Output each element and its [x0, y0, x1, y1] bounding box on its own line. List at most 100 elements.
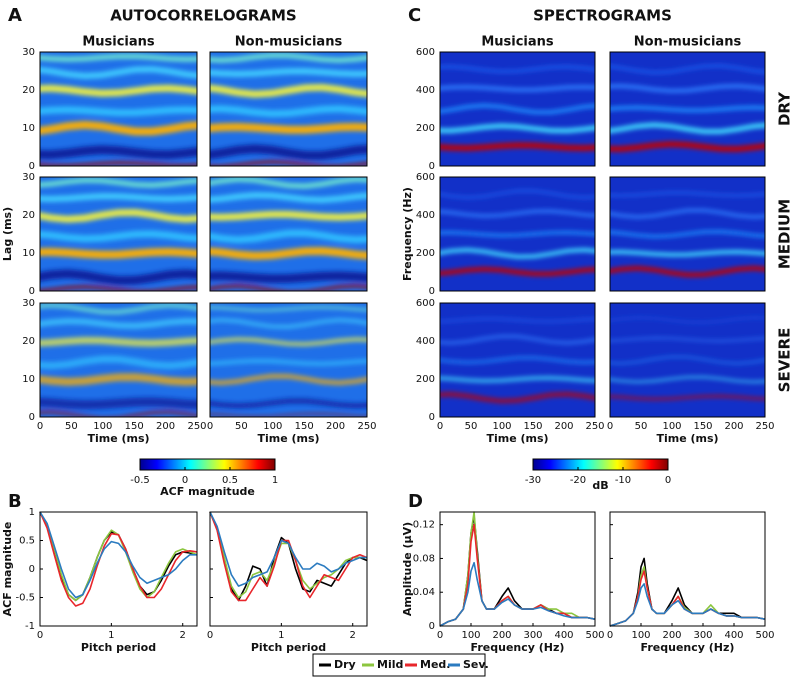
y-tick-label: 0 [429, 621, 435, 632]
y-tick-label: 0 [429, 286, 435, 297]
heatmap-band [440, 391, 595, 404]
x-tick-label: 150 [125, 421, 144, 432]
heatmap-band [210, 105, 367, 118]
heatmap-bands [440, 189, 595, 277]
heatmap-band [210, 122, 367, 134]
heatmap-frame [209, 302, 368, 418]
heatmap-band [210, 373, 367, 386]
heatmap-band [40, 397, 197, 410]
y-tick-label: 30 [22, 298, 35, 309]
y-tick-label: 1 [29, 507, 35, 518]
x-tick-label: 2 [350, 630, 356, 641]
legend-label: Mild [377, 658, 403, 671]
x-tick-label: 50 [465, 421, 478, 432]
heatmap-image [40, 303, 197, 417]
x-axis-label: Time (ms) [257, 432, 319, 445]
panel-title: SPECTROGRAMS [533, 7, 672, 25]
heatmap-frame [609, 302, 766, 418]
heatmap-image [210, 177, 367, 291]
x-tick-label: 150 [693, 421, 712, 432]
x-tick-label: 250 [755, 421, 774, 432]
heatmap-image [440, 177, 595, 291]
heatmap-frame [39, 176, 198, 292]
x-tick-label: 2 [180, 630, 186, 641]
heatmap-frame [39, 302, 198, 418]
heatmap-band [440, 356, 595, 365]
x-tick-label: 400 [554, 630, 573, 641]
heatmap-bands [40, 303, 197, 417]
x-axis-label: Time (ms) [486, 432, 548, 445]
x-axis-label: Frequency (Hz) [641, 641, 735, 654]
x-axis-label: Time (ms) [656, 432, 718, 445]
heatmap-band [210, 192, 367, 204]
heatmap-band [610, 249, 765, 257]
x-tick-label: 200 [156, 421, 175, 432]
heatmap-band [40, 120, 197, 136]
heatmap-band [40, 269, 197, 286]
heatmap-band [440, 123, 595, 134]
line-series [609, 557, 766, 627]
y-tick-label: 0 [429, 161, 435, 172]
x-tick-label: 200 [724, 421, 743, 432]
heatmap-band [440, 266, 595, 277]
x-tick-label: 100 [492, 421, 511, 432]
legend-label: Sev. [463, 658, 489, 671]
heatmap-frame [209, 51, 368, 167]
heatmap-band [40, 193, 197, 203]
row-label: MEDIUM [776, 199, 794, 269]
x-tick-label: 200 [326, 421, 345, 432]
heatmap-band [40, 177, 197, 188]
line-series [209, 511, 368, 602]
heatmap-band [40, 303, 197, 315]
panel-label: B [8, 491, 22, 512]
legend-box [312, 653, 486, 677]
heatmap-frame [439, 302, 596, 418]
heatmap-band [40, 247, 197, 259]
heatmap-image [610, 52, 765, 166]
panel-label: A [8, 5, 22, 26]
x-tick-label: 100 [461, 630, 480, 641]
x-tick-label: 500 [755, 630, 774, 641]
heatmap-band [40, 355, 197, 370]
heatmap-band [610, 122, 765, 134]
row-label: SEVERE [776, 328, 794, 393]
heatmap-band [210, 271, 367, 284]
heatmap-band [610, 375, 765, 384]
colorbar-tick-label: 0 [665, 475, 671, 486]
heatmap-band [210, 318, 367, 329]
x-axis-label: Pitch period [251, 641, 326, 654]
heatmap-band [40, 336, 197, 347]
x-tick-label: 0 [207, 421, 213, 432]
plot-frame [609, 511, 766, 627]
y-tick-label: 200 [416, 248, 435, 259]
y-tick-label: 600 [416, 47, 435, 58]
heatmap-bands [610, 64, 765, 153]
colorbar-tick-label: -20 [570, 475, 586, 486]
legend-label: Dry [334, 658, 356, 671]
line-series [439, 561, 596, 627]
plot-frame [209, 511, 368, 627]
y-tick-label: 20 [22, 85, 35, 96]
x-tick-label: 400 [724, 630, 743, 641]
heatmap-band [210, 52, 367, 63]
y-tick-label: 10 [22, 374, 35, 385]
heatmap-image [610, 177, 765, 291]
y-tick-label: 400 [416, 336, 435, 347]
heatmap-band [40, 373, 197, 386]
heatmap-bands [210, 305, 367, 417]
heatmap-bands [210, 177, 367, 291]
heatmap-band [440, 334, 595, 345]
x-tick-label: 250 [187, 421, 206, 432]
y-tick-label: 0 [429, 412, 435, 423]
heatmap-band [440, 209, 595, 218]
heatmap-band [610, 64, 765, 75]
x-tick-label: 200 [554, 421, 573, 432]
heatmap-band [440, 189, 595, 199]
colorbar-tick-label: -30 [525, 475, 541, 486]
column-heading: Non-musicians [235, 35, 343, 50]
x-axis-label: Time (ms) [87, 432, 149, 445]
heatmap-band [610, 355, 765, 365]
heatmap-band [210, 246, 367, 260]
x-tick-label: 150 [295, 421, 314, 432]
x-tick-label: 0 [437, 421, 443, 432]
